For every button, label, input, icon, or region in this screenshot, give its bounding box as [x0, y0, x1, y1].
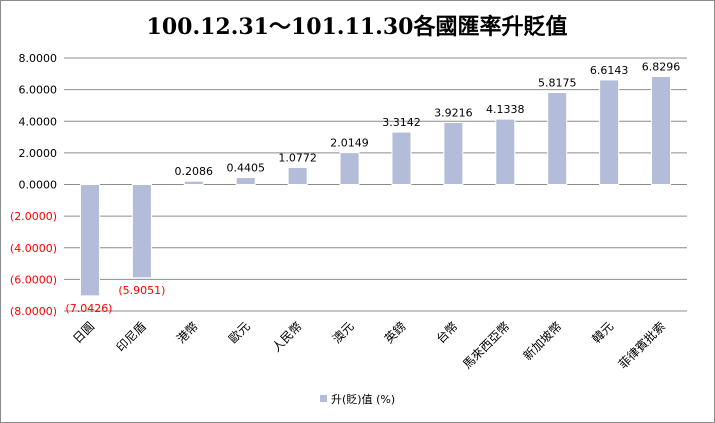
- data-label: 6.8296: [642, 61, 681, 74]
- y-tick-label: (8.0000): [10, 305, 57, 318]
- y-tick-label: 6.0000: [19, 84, 58, 97]
- bar: [79, 184, 100, 297]
- category-labels: 日圓 印尼盾 港幣 歐元 人民幣 澳元 英鎊 台幣 馬來西亞幣 新加坡幣 韓元 菲律賓批索: [70, 319, 668, 372]
- bar: [131, 184, 152, 279]
- data-label: 3.3142: [382, 116, 421, 129]
- data-label: 4.1338: [486, 103, 525, 116]
- bar: [547, 92, 568, 185]
- data-labels: (7.0426) (5.9051) 0.2086 0.4405 1.0772 2.0149…: [65, 61, 680, 315]
- category-label: 菲律賓批索: [615, 319, 668, 372]
- data-label: 5.8175: [538, 77, 577, 90]
- category-label: 英鎊: [381, 319, 409, 347]
- bar: [599, 79, 620, 185]
- data-label: 2.0149: [330, 137, 369, 150]
- category-label: 港幣: [174, 319, 201, 346]
- data-label: 3.9216: [434, 106, 473, 119]
- category-label: 日圓: [70, 319, 97, 346]
- y-tick-label: (2.0000): [10, 210, 57, 223]
- legend-swatch: [320, 395, 327, 402]
- y-tick-label: 4.0000: [19, 115, 58, 128]
- chart-title: 100.12.31～101.11.30各國匯率升貶值: [147, 14, 568, 40]
- bar: [235, 177, 256, 185]
- bar: [339, 152, 360, 185]
- category-label: 新加坡幣: [520, 319, 565, 364]
- data-label: 0.4405: [226, 162, 265, 175]
- category-label: 韓元: [589, 319, 616, 346]
- data-label: (5.9051): [118, 284, 165, 297]
- data-label: 1.0772: [278, 151, 317, 164]
- data-label: 0.2086: [175, 165, 214, 178]
- gridlines: [64, 57, 687, 312]
- bar: [183, 180, 204, 185]
- y-axis-ticks: 8.0000 6.0000 4.0000 2.0000 0.0000 (2.0000) (4…: [10, 52, 57, 318]
- data-label: 6.6143: [590, 64, 629, 77]
- bar: [651, 76, 672, 185]
- category-label: 馬來西亞幣: [460, 319, 512, 371]
- y-tick-label: 2.0000: [19, 147, 58, 160]
- bar: [287, 166, 308, 186]
- category-label: 人民幣: [269, 319, 304, 354]
- bars: [79, 76, 672, 297]
- bar: [495, 118, 516, 185]
- y-tick-label: 0.0000: [19, 179, 58, 192]
- y-tick-label: 8.0000: [19, 52, 58, 65]
- y-tick-label: (4.0000): [10, 242, 57, 255]
- category-label: 歐元: [225, 319, 253, 347]
- data-label: (7.0426): [65, 302, 112, 315]
- legend: 升(貶)值 (%): [320, 393, 395, 406]
- category-label: 印尼盾: [114, 319, 149, 354]
- y-tick-label: (6.0000): [10, 273, 57, 286]
- bar: [391, 131, 412, 185]
- category-label: 台幣: [433, 319, 461, 347]
- bar: [443, 121, 464, 185]
- category-label: 澳元: [330, 319, 357, 346]
- legend-label: 升(貶)值 (%): [331, 393, 395, 406]
